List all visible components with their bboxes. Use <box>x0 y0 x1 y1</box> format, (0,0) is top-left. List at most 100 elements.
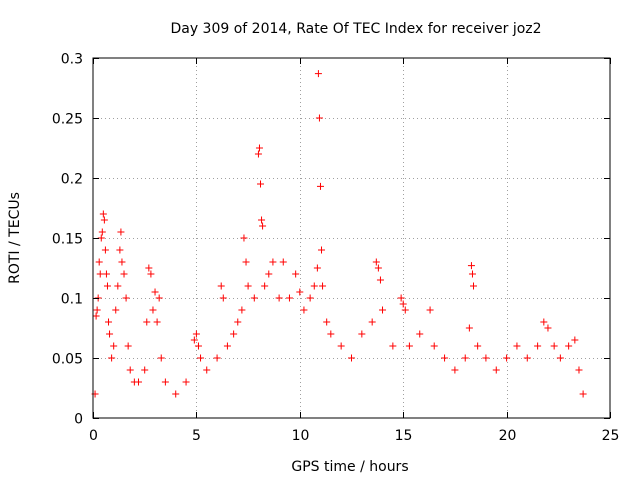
data-point <box>240 234 248 242</box>
data-point <box>579 390 587 398</box>
data-point <box>405 342 413 350</box>
data-point <box>492 366 500 374</box>
data-point <box>172 390 180 398</box>
data-point <box>430 342 438 350</box>
data-point <box>482 354 490 362</box>
y-axis-label: ROTI / TECUs <box>7 192 23 284</box>
data-points <box>91 70 587 398</box>
data-point <box>242 258 250 266</box>
data-point <box>238 306 246 314</box>
data-point <box>223 342 231 350</box>
data-point <box>103 282 111 290</box>
data-point <box>426 306 434 314</box>
data-point <box>258 216 266 224</box>
data-point <box>368 318 376 326</box>
data-point <box>145 264 153 272</box>
data-point <box>401 306 409 314</box>
data-point <box>323 318 331 326</box>
data-point <box>261 282 269 290</box>
data-point <box>474 342 482 350</box>
data-point <box>149 306 157 314</box>
data-point <box>292 270 300 278</box>
data-point <box>257 180 265 188</box>
data-point <box>376 276 384 284</box>
data-point <box>126 366 134 374</box>
data-point <box>161 378 169 386</box>
data-point <box>118 258 126 266</box>
data-point <box>114 282 122 290</box>
data-point <box>254 150 262 158</box>
data-point <box>99 210 107 218</box>
data-point <box>544 324 552 332</box>
data-point <box>265 270 273 278</box>
y-tick-label: 0.3 <box>61 52 83 68</box>
grid <box>93 58 610 418</box>
data-point <box>337 342 345 350</box>
data-point <box>397 294 405 302</box>
data-point <box>153 318 161 326</box>
data-point <box>468 270 476 278</box>
data-point <box>523 354 531 362</box>
data-point <box>310 282 318 290</box>
x-tick-label: 20 <box>499 428 517 444</box>
y-tick-label: 0 <box>74 412 83 428</box>
data-point <box>147 270 155 278</box>
data-point <box>190 336 198 344</box>
x-tick-label: 10 <box>292 428 310 444</box>
y-tick-label: 0.25 <box>52 112 83 128</box>
chart-title: Day 309 of 2014, Rate Of TEC Index for r… <box>170 21 541 37</box>
data-point <box>358 330 366 338</box>
x-axis-label: GPS time / hours <box>291 459 408 475</box>
data-point <box>465 324 473 332</box>
data-point <box>279 258 287 266</box>
data-point <box>296 288 304 296</box>
data-point <box>534 342 542 350</box>
data-point <box>556 354 564 362</box>
x-tick-label: 25 <box>602 428 620 444</box>
x-tick-label: 15 <box>395 428 413 444</box>
data-point <box>571 336 579 344</box>
data-point <box>95 258 103 266</box>
data-point <box>93 306 101 314</box>
data-point <box>565 342 573 350</box>
data-point <box>92 312 100 320</box>
data-point <box>112 306 120 314</box>
data-point <box>319 282 327 290</box>
x-tick-label: 0 <box>89 428 98 444</box>
data-point <box>101 246 109 254</box>
plot-frame <box>92 57 611 419</box>
data-point <box>259 222 267 230</box>
data-point <box>244 282 252 290</box>
data-point <box>275 294 283 302</box>
data-point <box>105 318 113 326</box>
data-point <box>461 354 469 362</box>
y-tick-label: 0.1 <box>61 292 83 308</box>
data-point <box>318 246 326 254</box>
data-point <box>230 330 238 338</box>
data-point <box>117 228 125 236</box>
data-point <box>110 342 118 350</box>
data-point <box>143 318 151 326</box>
data-point <box>182 378 190 386</box>
data-point <box>348 354 355 362</box>
ticks <box>93 58 611 419</box>
tick-labels: 0 5 10 15 20 25 0 0.05 0.1 0.15 0.2 0.25 0.3 <box>52 52 620 445</box>
data-point <box>157 354 165 362</box>
data-point <box>102 270 110 278</box>
data-point <box>416 330 424 338</box>
data-point <box>213 354 221 362</box>
data-point <box>219 294 227 302</box>
data-point <box>122 294 130 302</box>
data-point <box>470 282 478 290</box>
data-point <box>269 258 277 266</box>
data-point <box>314 70 322 78</box>
data-point <box>513 342 521 350</box>
data-point <box>550 342 558 350</box>
data-point <box>197 354 205 362</box>
data-point <box>98 228 106 236</box>
data-point <box>372 258 380 266</box>
y-tick-label: 0.15 <box>52 232 83 248</box>
data-point <box>503 354 511 362</box>
data-point <box>250 294 258 302</box>
